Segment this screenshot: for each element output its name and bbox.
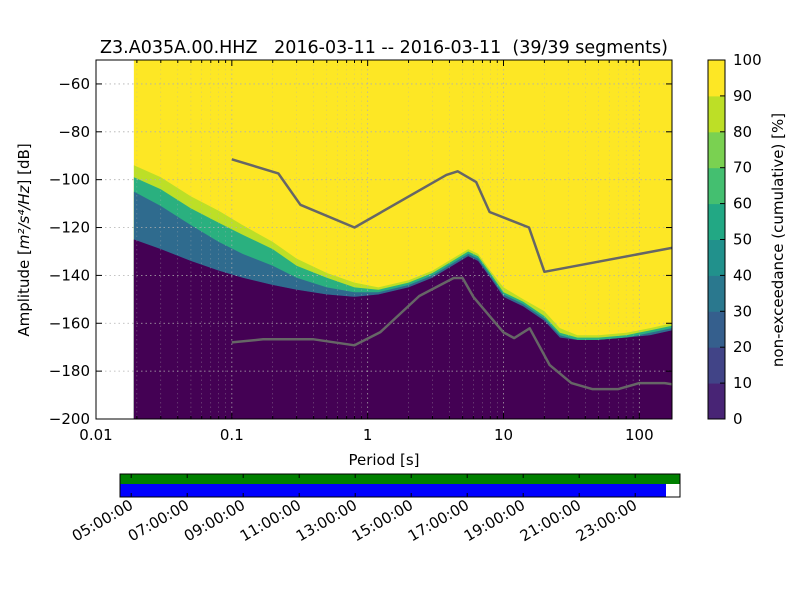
colorbar-tick-label: 90 [733, 87, 752, 105]
new-high-noise-model [231, 158, 672, 274]
x-tick-label: 0.01 [79, 426, 112, 444]
timeline-tick-label: 23:00:00 [573, 496, 640, 545]
timeline-tick-label: 09:00:00 [181, 496, 248, 545]
y-tick-label: −160 [49, 314, 90, 332]
data-bar [120, 484, 666, 497]
y-tick-label: −80 [58, 123, 90, 141]
y-tick-label: −120 [49, 219, 90, 237]
coverage-bar [120, 474, 680, 484]
colorbar-label: non-exceedance (cumulative) [%] [769, 113, 787, 367]
timeline-tick-label: 13:00:00 [293, 496, 360, 545]
colorbar-segment [708, 275, 725, 312]
colorbar-tick-label: 30 [733, 302, 752, 320]
noise-model-curves [231, 158, 672, 391]
timeline-tick-label: 21:00:00 [517, 496, 584, 545]
y-tick-label: −180 [49, 362, 90, 380]
y-axis-label-prefix: Amplitude [ [15, 249, 33, 337]
y-axis-label-math: m²/s⁴/Hz [15, 184, 33, 249]
colorbar-segment [708, 383, 725, 420]
colorbar: 0 10 20 30 40 50 60 70 80 90 100 [707, 51, 762, 428]
colorbar-segment [708, 311, 725, 348]
colorbar-tick-label: 10 [733, 374, 752, 392]
timeline-tick-label: 17:00:00 [405, 496, 472, 545]
y-tick-label: −200 [49, 410, 90, 428]
colorbar-segment [708, 60, 725, 97]
x-tick-label: 1 [363, 426, 373, 444]
x-tick-label: 10 [494, 426, 513, 444]
colorbar-segment [708, 203, 725, 240]
colorbar-tick-label: 20 [733, 338, 752, 356]
colorbar-tick-label: 80 [733, 123, 752, 141]
colorbar-segment [708, 131, 725, 169]
x-axis-label: Period [s] [348, 451, 419, 469]
colorbar-segment [708, 239, 725, 276]
y-axis-label: Amplitude [m²/s⁴/Hz] [dB] [15, 143, 33, 336]
colorbar-tick-label: 40 [733, 266, 752, 284]
timeline-tick-label: 15:00:00 [349, 496, 416, 545]
timeline-tick-label: 19:00:00 [461, 496, 528, 545]
colorbar-tick-label: 60 [733, 195, 752, 213]
y-tick-label: −100 [49, 171, 90, 189]
y-tick-label: −60 [58, 75, 90, 93]
y-tick-label: −140 [49, 266, 90, 284]
grid-lines [96, 60, 672, 419]
colorbar-segment [708, 95, 725, 133]
timeline-tick-label: 07:00:00 [125, 496, 192, 545]
timeline-frame [119, 473, 681, 498]
band-base [133, 239, 672, 419]
new-low-noise-model [231, 276, 672, 391]
data-coverage-timeline: 05:00:0007:00:0009:00:0011:00:0013:00:00… [69, 473, 681, 545]
plot-frame [95, 59, 673, 420]
colorbar-tick-label: 0 [733, 410, 743, 428]
y-axis: −200 −180 −160 −140 −120 −100 −80 −60 [49, 75, 672, 428]
colorbar-tick-label: 70 [733, 159, 752, 177]
colorbar-tick-label: 50 [733, 231, 752, 249]
chart-title: Z3.A035A.00.HHZ 2016-03-11 -- 2016-03-11… [100, 38, 668, 58]
x-tick-label: 0.1 [220, 426, 244, 444]
colorbar-segment [708, 167, 725, 205]
x-tick-label: 100 [625, 426, 654, 444]
timeline-tick-label: 05:00:00 [69, 496, 136, 545]
timeline-tick-label: 11:00:00 [237, 496, 304, 545]
x-axis: 0.01 0.1 1 10 100 [79, 60, 654, 444]
colorbar-tick-label: 100 [733, 51, 762, 69]
y-axis-label-suffix: ] [dB] [15, 143, 33, 185]
psd-plot-area [133, 60, 672, 419]
colorbar-segment [708, 347, 725, 384]
